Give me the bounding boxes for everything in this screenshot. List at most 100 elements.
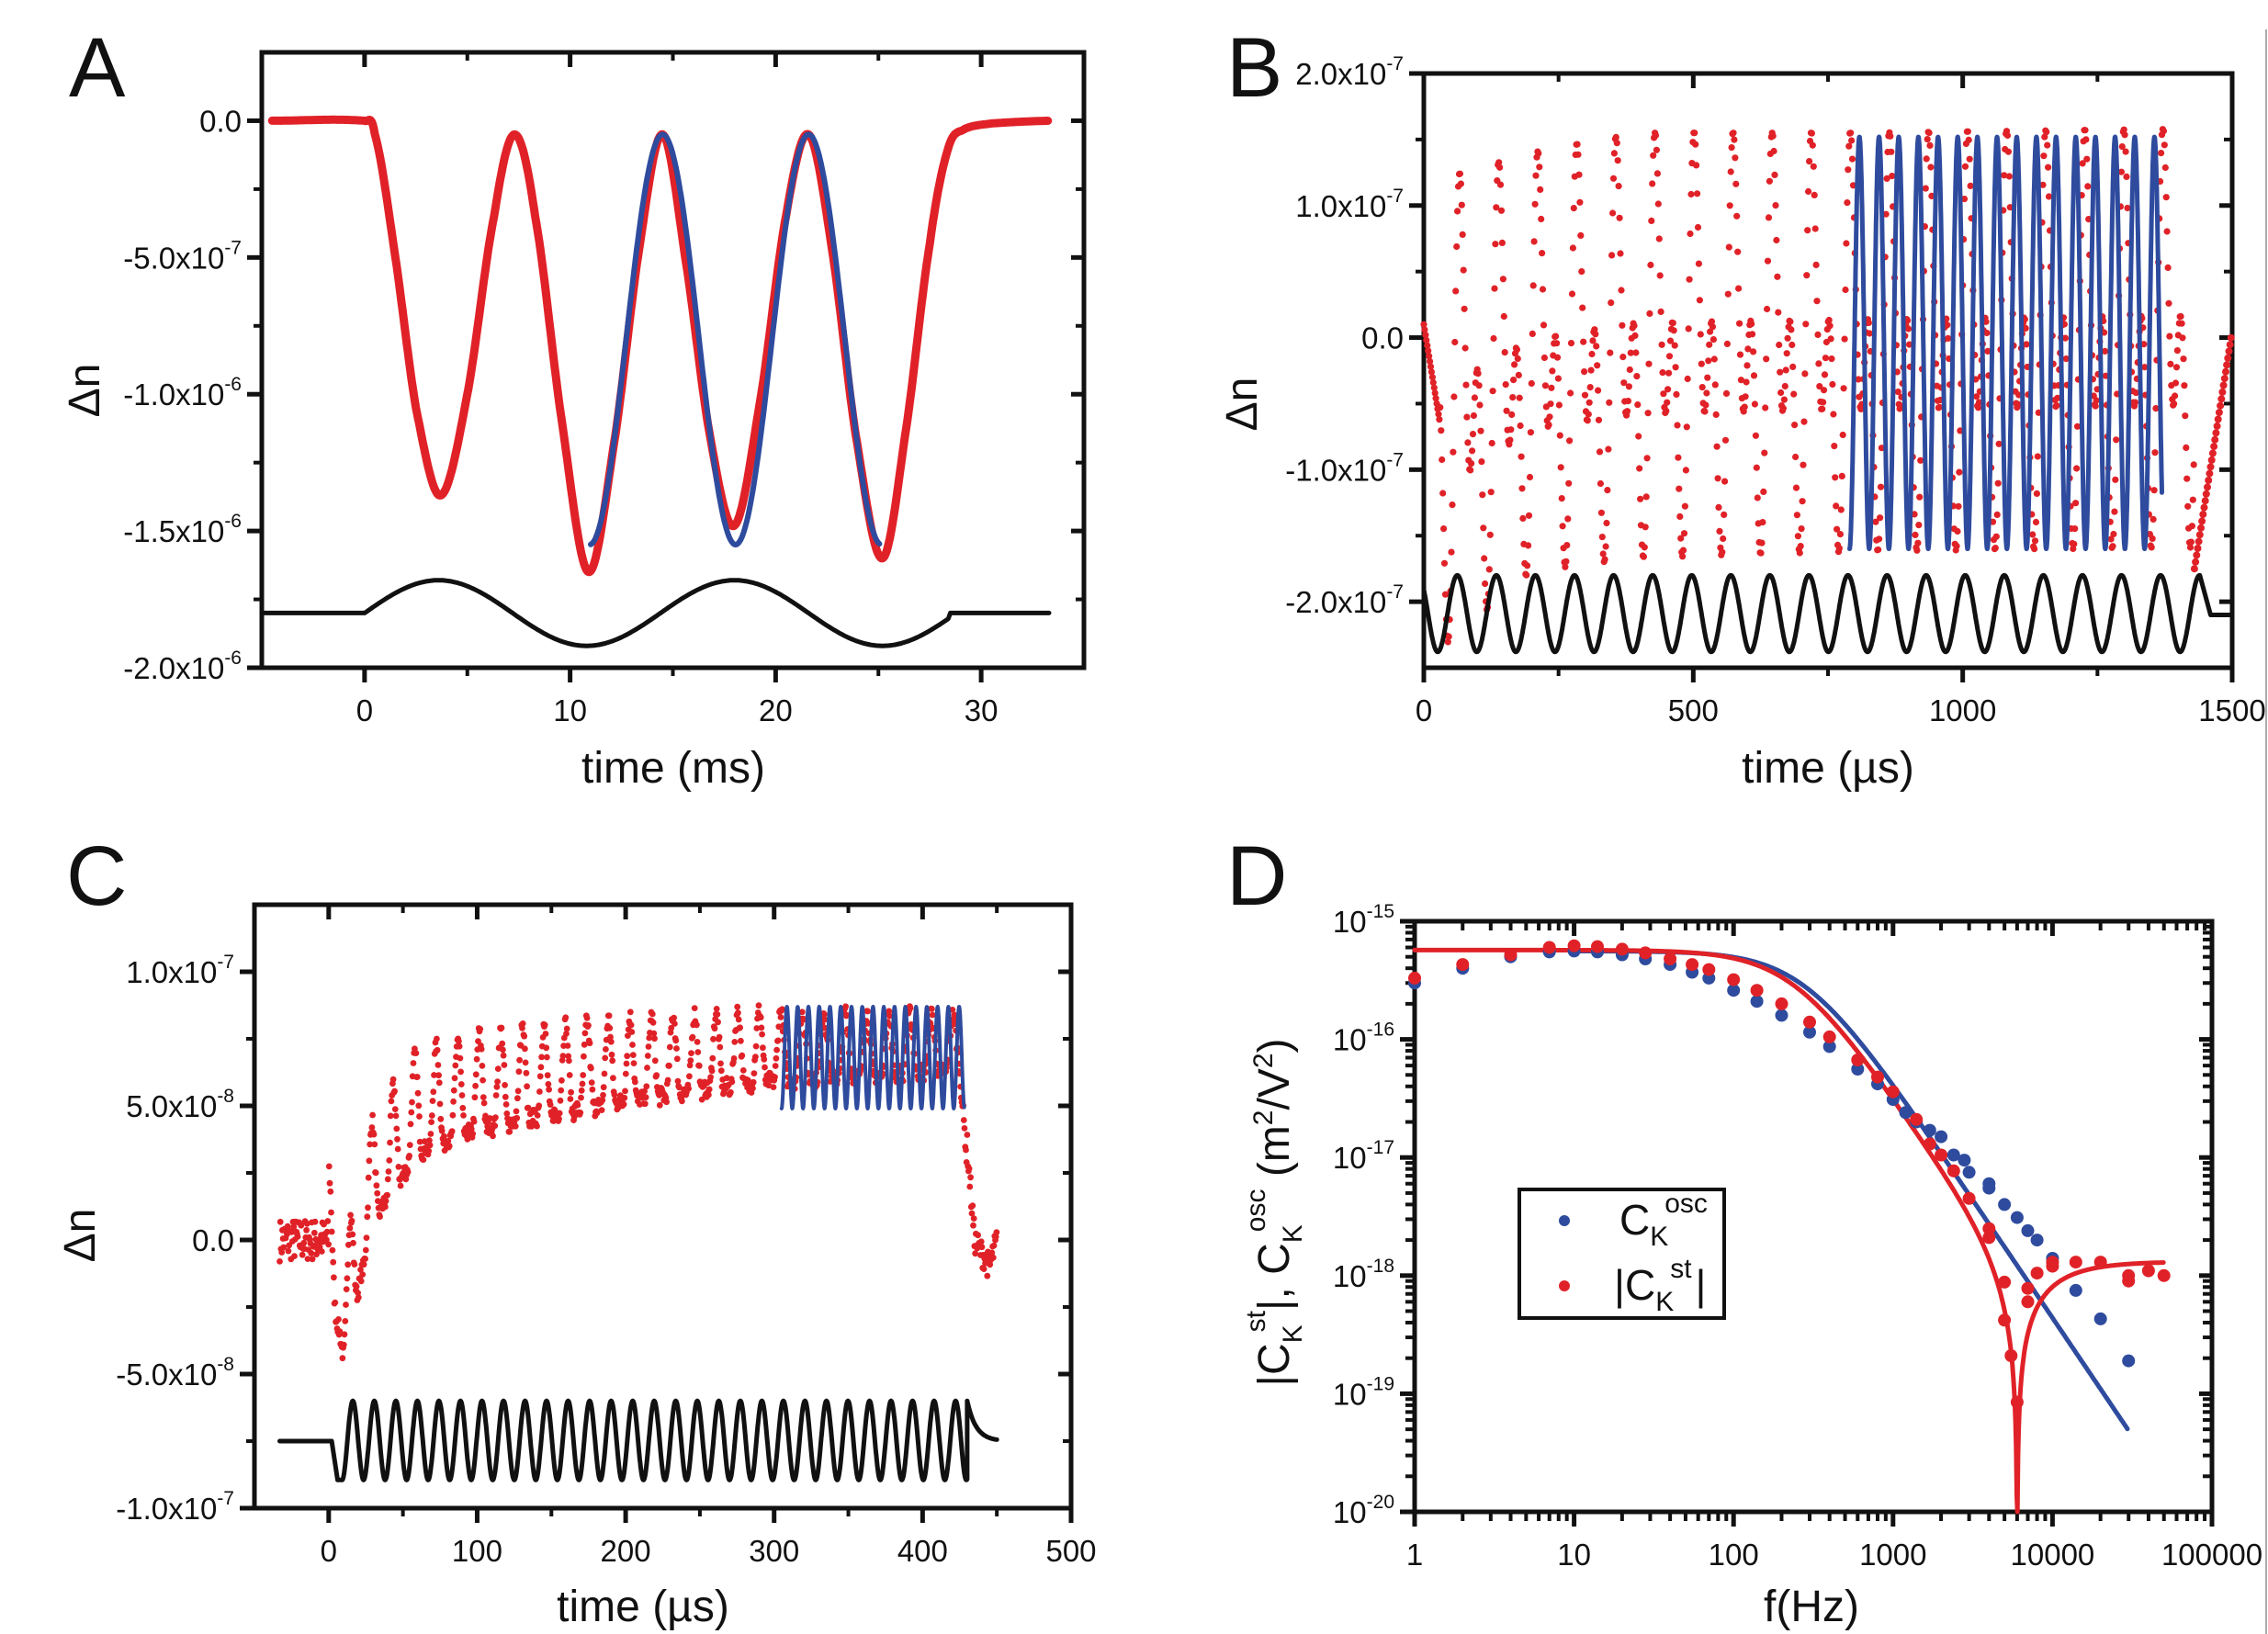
measured-dot (412, 1050, 420, 1056)
measured-dot (1772, 202, 1779, 209)
measured-dot (1439, 456, 1446, 464)
measured-dot (686, 1073, 693, 1080)
measured-dot (688, 1050, 694, 1056)
osc-dot (1822, 1040, 1836, 1054)
measured-dot (1721, 436, 1730, 444)
measured-dot (750, 1085, 756, 1092)
measured-dot (1776, 341, 1783, 349)
measured-dot (1657, 308, 1664, 315)
measured-dot (1487, 489, 1495, 496)
measured-dot (1529, 330, 1536, 337)
fit-line (588, 131, 883, 547)
measured-dot (1806, 158, 1813, 165)
measured-dot (2045, 193, 2053, 200)
measured-dot (777, 1014, 784, 1020)
measured-dot (1660, 390, 1667, 398)
measured-dot (1737, 377, 1744, 384)
measured-dot (1649, 180, 1656, 187)
measured-dot (1715, 503, 1722, 512)
measured-dot (304, 1256, 311, 1262)
measured-dot (513, 1114, 521, 1121)
measured-dot (413, 1074, 421, 1080)
measured-dot (2164, 264, 2172, 271)
osc-dot (1775, 1009, 1788, 1022)
measured-dot (448, 1128, 456, 1135)
measured-dot (1659, 369, 1666, 377)
measured-dot (1592, 331, 1599, 338)
measured-dot (512, 1122, 519, 1130)
measured-dot (649, 1019, 657, 1026)
measured-dot (2171, 400, 2178, 408)
measured-dot (388, 1098, 395, 1105)
measured-dot (480, 1094, 487, 1100)
measured-dot (1915, 522, 1923, 529)
measured-dot (1440, 525, 1448, 533)
measured-dot (460, 1112, 467, 1119)
measured-dot (1925, 130, 1933, 137)
x-tick-label: 100 (1709, 1538, 1759, 1572)
measured-dot (1855, 376, 1862, 383)
measured-dot (456, 1038, 462, 1044)
measured-dot (1538, 215, 1545, 223)
measured-dot (765, 1082, 773, 1089)
measured-dot (1603, 519, 1610, 527)
osc-dot (1923, 1123, 1936, 1137)
measured-dot (377, 1213, 383, 1220)
osc-dot (2069, 1283, 2082, 1297)
measured-dot (1742, 393, 1749, 400)
x-tick-label: 1 (1406, 1538, 1423, 1572)
fit-line (1847, 134, 2164, 552)
measured-dot (325, 1163, 333, 1170)
measured-dot (1588, 350, 1596, 358)
measured-dot (1454, 208, 1461, 215)
measured-dot (1423, 336, 1430, 344)
measured-dot (1421, 326, 1428, 333)
measured-dot (469, 1131, 477, 1137)
measured-dot (2166, 332, 2173, 340)
st-dot (1408, 971, 1421, 985)
osc-dot (2093, 1312, 2107, 1325)
measured-dot (1782, 366, 1789, 374)
measured-dot (369, 1111, 376, 1119)
measured-dot (1703, 389, 1710, 397)
measured-dot (1709, 323, 1717, 331)
measured-dot (1463, 413, 1471, 421)
measured-dot (717, 1067, 725, 1075)
measured-dot (666, 1062, 672, 1069)
measured-dot (480, 1099, 488, 1107)
measured-dot (414, 1089, 422, 1097)
measured-dot (1471, 394, 1478, 401)
measured-dot (291, 1253, 298, 1259)
measured-dot (750, 1078, 757, 1086)
measured-dot (1610, 150, 1618, 157)
measured-dot (332, 1299, 339, 1306)
measured-dot (1697, 331, 1704, 338)
measured-dot (1811, 191, 1818, 198)
measured-dot (1558, 495, 1565, 502)
measured-dot (1842, 286, 1849, 294)
measured-dot (1601, 556, 1608, 563)
measured-dot (646, 1034, 653, 1042)
measured-dot (1486, 531, 1494, 538)
measured-dot (1789, 363, 1797, 370)
x-tick-label: 20 (759, 693, 793, 727)
measured-dot (1525, 512, 1533, 519)
measured-dot (1555, 401, 1563, 409)
measured-dot (1559, 523, 1566, 530)
measured-dot (416, 1113, 423, 1120)
measured-dot (1878, 445, 1885, 452)
st-dot (1886, 1085, 1900, 1099)
measured-dot (459, 1104, 467, 1111)
measured-dot (1530, 238, 1538, 245)
measured-dot (2218, 388, 2227, 396)
panel-d-x-axis-title: f(Hz) (1764, 1583, 1859, 1631)
measured-dot (450, 1098, 457, 1105)
measured-dot (1882, 210, 1890, 218)
measured-dot (1553, 340, 1561, 347)
measured-dot (2193, 551, 2201, 559)
st-dot (1750, 984, 1764, 997)
measured-dot (502, 1101, 510, 1108)
measured-dot (2001, 172, 2008, 179)
measured-dot (1653, 170, 1661, 177)
measured-dot (641, 1100, 649, 1108)
